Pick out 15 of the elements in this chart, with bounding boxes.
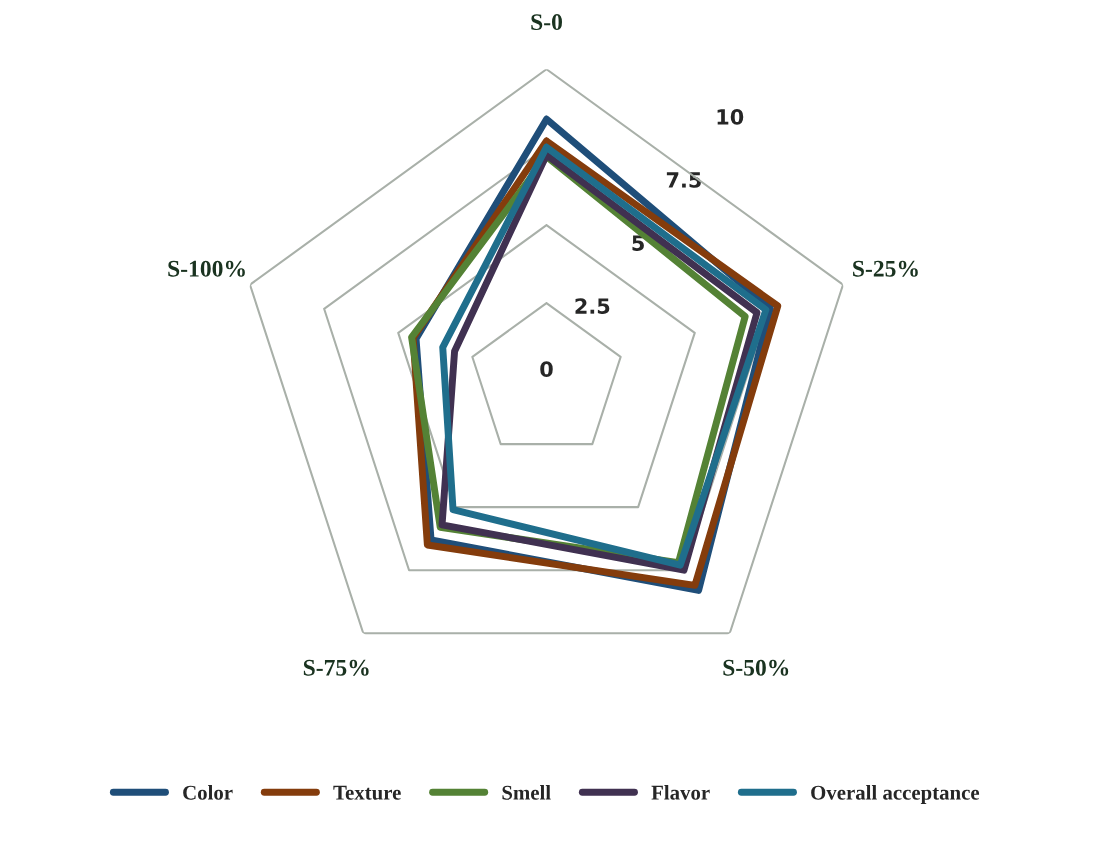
- spoke-label: S-75%: [303, 659, 369, 676]
- y-tick-label: 2.5: [575, 298, 610, 314]
- legend-label: Texture: [333, 785, 401, 800]
- legend-label: Smell: [502, 785, 551, 800]
- spoke-label: S-50%: [723, 659, 789, 676]
- y-tick-label: 10: [717, 109, 744, 125]
- spoke-label: S-0: [531, 14, 562, 31]
- y-tick-label: 5: [632, 235, 644, 251]
- legend-label: Flavor: [651, 785, 710, 800]
- legend-label: Color: [183, 785, 233, 800]
- legend-label: Overall acceptance: [811, 785, 980, 804]
- spoke-label: S-25%: [853, 260, 918, 277]
- y-tick-label: 7.5: [666, 172, 701, 188]
- y-tick-label: 0: [540, 361, 553, 377]
- spoke-label: S-100%: [168, 260, 245, 277]
